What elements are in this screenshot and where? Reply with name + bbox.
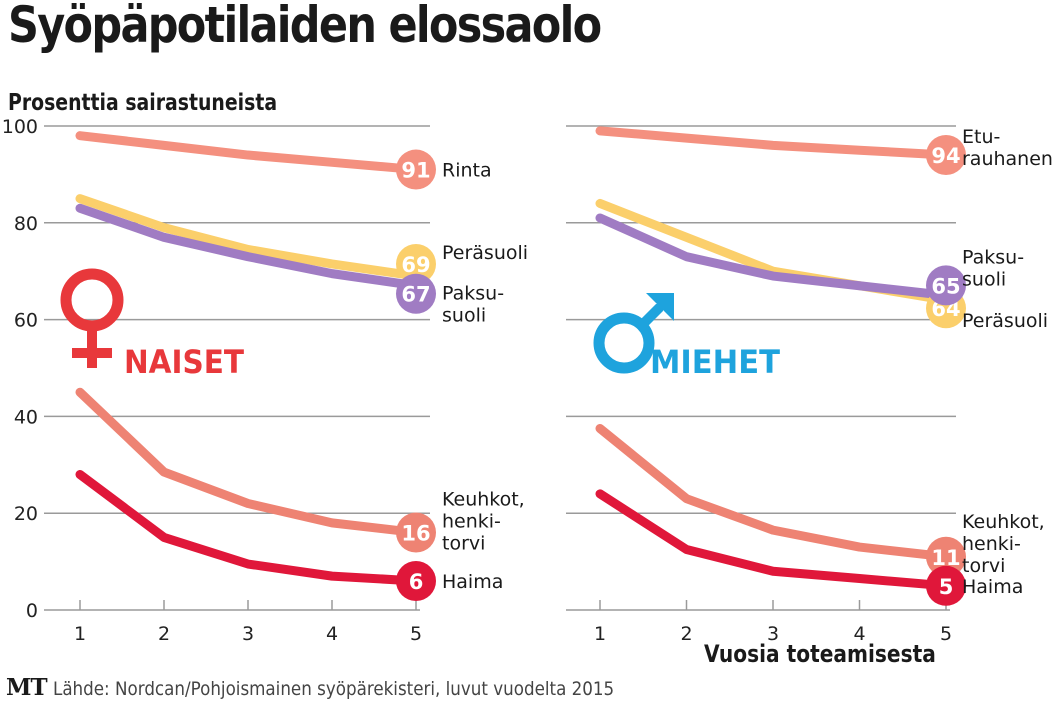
mt-logo: MT xyxy=(6,674,48,701)
x-tick-label: 4 xyxy=(326,623,338,645)
series-name-label: Peräsuoli xyxy=(962,310,1048,332)
y-tick-label: 20 xyxy=(14,503,38,525)
x-tick-label: 1 xyxy=(594,623,606,645)
series-name-label: suoli xyxy=(962,268,1006,290)
series-name-label: Keuhkot, xyxy=(962,511,1045,533)
end-value-label: 91 xyxy=(401,159,430,183)
end-value-marker xyxy=(396,560,436,601)
source-note: Lähde: Nordcan/Pohjoismainen syöpärekist… xyxy=(52,678,614,700)
x-axis-label: Vuosia toteamisesta xyxy=(704,640,936,668)
y-axis-label: Prosenttia sairastuneista xyxy=(8,90,278,116)
x-tick-label: 2 xyxy=(158,623,170,645)
y-tick-label: 0 xyxy=(26,600,38,622)
series-line xyxy=(75,131,421,175)
series-name-label: Paksu- xyxy=(442,283,504,305)
y-tick-label: 100 xyxy=(2,116,38,138)
series-name-label: Etu- xyxy=(962,126,1000,148)
y-tick-label: 60 xyxy=(14,310,38,332)
series-name-label: Paksu- xyxy=(962,246,1024,268)
series-line xyxy=(595,489,951,591)
y-tick-label: 80 xyxy=(14,213,38,235)
series-line xyxy=(595,213,951,300)
end-value-label: 5 xyxy=(939,575,954,599)
end-value-marker xyxy=(396,244,436,285)
series-line xyxy=(75,469,421,586)
chart-title: Syöpäpotilaiden elossaolo xyxy=(8,0,602,54)
end-value-marker xyxy=(396,149,436,190)
panel-women: 0 20 40 60 80 100 1 2 3 4 5 NAISET 91 Rinta 69 Peräsuol… xyxy=(2,116,528,645)
end-value-label: 11 xyxy=(931,546,960,570)
x-tick-label: 5 xyxy=(410,623,422,645)
series-line xyxy=(595,424,951,562)
y-tick-label: 40 xyxy=(14,406,38,428)
x-tick-label: 2 xyxy=(680,623,692,645)
male-symbol-icon xyxy=(593,293,674,374)
x-tick-label: 4 xyxy=(853,623,865,645)
gender-label: MIEHET xyxy=(650,343,780,381)
end-value-label: 6 xyxy=(409,570,424,594)
end-value-marker xyxy=(926,565,966,606)
series-name-label: torvi xyxy=(442,533,485,555)
end-value-label: 69 xyxy=(401,253,430,277)
female-symbol-icon xyxy=(60,268,124,368)
end-value-marker xyxy=(926,135,966,176)
series-line xyxy=(75,203,421,291)
x-tick-label: 3 xyxy=(767,623,779,645)
series-name-label: Rinta xyxy=(442,160,492,182)
series-line xyxy=(75,194,421,281)
end-value-label: 94 xyxy=(931,144,960,168)
end-value-marker xyxy=(926,265,966,306)
end-value-label: 65 xyxy=(931,274,960,298)
series-name-label: Haima xyxy=(442,571,503,593)
end-value-marker xyxy=(396,512,436,553)
series-name-label: Haima xyxy=(962,576,1023,598)
x-tick-label: 1 xyxy=(74,623,86,645)
series-name-label: henki- xyxy=(442,511,501,533)
series-name-label: suoli xyxy=(442,305,486,327)
gender-label: NAISET xyxy=(124,343,244,381)
series-name-label: Peräsuoli xyxy=(442,242,528,264)
x-tick-label: 5 xyxy=(940,623,952,645)
series-name-label: Keuhkot, xyxy=(442,489,525,511)
series-line xyxy=(595,126,951,160)
series-name-label: torvi xyxy=(962,555,1005,577)
x-tick-label: 3 xyxy=(242,623,254,645)
footer: MT Lähde: Nordcan/Pohjoismainen syöpäreki… xyxy=(6,674,690,701)
series-name-label: henki- xyxy=(962,533,1021,555)
end-value-label: 67 xyxy=(401,283,430,307)
series-name-label: rauhanen xyxy=(962,148,1053,170)
end-value-label: 16 xyxy=(401,522,430,546)
end-value-marker xyxy=(926,536,966,577)
series-line xyxy=(75,387,421,538)
end-value-marker xyxy=(396,273,436,314)
